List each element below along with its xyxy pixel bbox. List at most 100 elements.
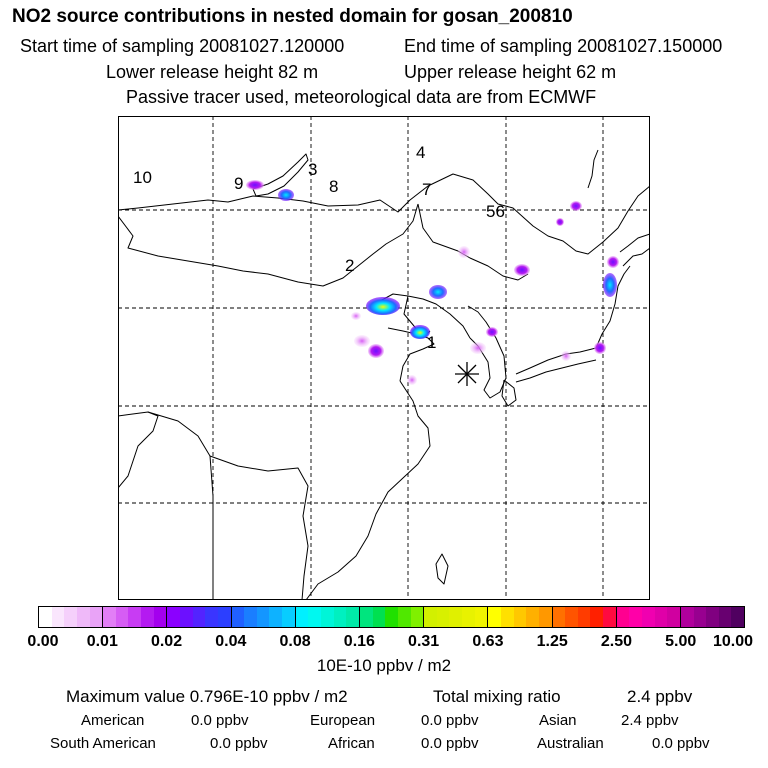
region-label-4: 4 xyxy=(416,143,426,162)
colorbar-swatch xyxy=(488,607,501,627)
colorbar-swatch xyxy=(39,607,52,627)
colorbar-swatch xyxy=(282,607,295,627)
region-name-american: American xyxy=(81,712,145,729)
colorbar-unit-label: 10E-10 ppbv / m2 xyxy=(316,656,452,675)
colorbar-swatch xyxy=(706,607,719,627)
lower-release-height-label: Lower release height 82 m xyxy=(106,62,319,82)
colorbar-swatch xyxy=(321,607,334,627)
region-label-8: 8 xyxy=(329,177,339,196)
hotspot-shanxi xyxy=(368,344,384,358)
colorbar-swatch xyxy=(474,607,488,627)
region-label-2: 2 xyxy=(345,256,355,275)
colorbar-swatch xyxy=(513,607,527,627)
tracer-info-label: Passive tracer used, meteorological data… xyxy=(126,87,597,107)
colorbar-swatch xyxy=(128,607,142,627)
region-name-south-american: South American xyxy=(50,735,156,752)
colorbar-tick-label: 0.00 xyxy=(27,633,59,650)
hotspot-liaoning xyxy=(429,285,447,299)
map-canvas xyxy=(118,116,650,600)
colorbar-swatch xyxy=(616,607,630,627)
hotspot-japan-north xyxy=(603,273,617,297)
colorbar-tick-label: 0.04 xyxy=(215,633,247,650)
region-value-european: 0.0 ppbv xyxy=(421,712,479,729)
colorbar-swatch xyxy=(436,607,450,627)
maximum-value-label: Maximum value 0.796E-10 ppbv / m2 xyxy=(66,687,348,706)
colorbar-swatch xyxy=(115,607,129,627)
colorbar-swatch xyxy=(538,607,552,627)
region-name-african: African xyxy=(328,735,375,752)
upper-release-height-label: Upper release height 62 m xyxy=(404,62,617,82)
colorbar-tick-label: 1.25 xyxy=(536,633,568,650)
colorbar-tick-label: 0.31 xyxy=(408,633,440,650)
coastlines-borders xyxy=(118,149,650,600)
colorbar-segment xyxy=(424,607,489,627)
hotspot-russia-far-east xyxy=(570,201,582,211)
colorbar-swatch xyxy=(385,607,398,627)
colorbar-tick-label: 0.63 xyxy=(472,633,504,650)
diffuse-inner-mongolia xyxy=(351,312,361,320)
diffuse-coast xyxy=(407,375,417,385)
colorbar-swatch xyxy=(641,607,655,627)
colorbar-swatch xyxy=(654,607,668,627)
diffuse-japan xyxy=(561,351,571,361)
map-panel: 10 9 3 8 4 7 56 2 1 xyxy=(118,116,650,600)
colorbar-swatch xyxy=(64,607,77,627)
colorbar-tick-label: 10.00 xyxy=(712,633,754,650)
colorbar-tick-label: 0.01 xyxy=(86,633,118,650)
colorbar-swatch xyxy=(141,607,154,627)
colorbar-swatch xyxy=(667,607,680,627)
colorbar-swatch xyxy=(333,607,347,627)
colorbar-swatch xyxy=(244,607,257,627)
colorbar-swatch xyxy=(103,607,116,627)
colorbar-swatch xyxy=(76,607,90,627)
colorbar-swatch xyxy=(308,607,322,627)
colorbar-swatch xyxy=(424,607,437,627)
hotspot-baikal-west xyxy=(246,180,264,190)
colorbar-segment xyxy=(103,607,168,627)
diffuse-north xyxy=(458,246,470,258)
colorbar-tick-label: 0.16 xyxy=(343,633,375,650)
region-label-1: 1 xyxy=(427,333,437,352)
colorbar-swatch xyxy=(256,607,270,627)
colorbar-swatch xyxy=(577,607,591,627)
colorbar-swatch xyxy=(552,607,566,627)
region-label-56: 56 xyxy=(486,202,505,221)
colorbar-swatch xyxy=(269,607,283,627)
colorbar-segment xyxy=(39,607,104,627)
colorbar-tick-label: 0.08 xyxy=(279,633,311,650)
colorbar-swatch xyxy=(565,607,578,627)
region-name-european: European xyxy=(310,712,376,729)
page-title: NO2 source contributions in nested domai… xyxy=(12,6,573,27)
colorbar-swatch xyxy=(180,607,193,627)
colorbar-swatch xyxy=(500,607,514,627)
colorbar-swatch xyxy=(462,607,475,627)
colorbar-swatch xyxy=(51,607,65,627)
colorbar-swatch xyxy=(731,607,745,627)
asterisk-receptor-icon xyxy=(455,362,479,386)
region-label-3: 3 xyxy=(308,160,318,179)
colorbar-segment xyxy=(488,607,553,627)
colorbar-swatch xyxy=(167,607,181,627)
region-label-9: 9 xyxy=(234,174,244,193)
region-value-african: 0.0 ppbv xyxy=(421,735,479,752)
start-time-label: Start time of sampling 20081027.120000 xyxy=(20,36,345,56)
colorbar-swatch xyxy=(192,607,206,627)
colorbar-swatch xyxy=(89,607,103,627)
colorbar-swatch xyxy=(410,607,424,627)
region-value-south-american: 0.0 ppbv xyxy=(210,735,268,752)
colorbar-swatch xyxy=(449,607,463,627)
colorbar-swatch xyxy=(217,607,231,627)
colorbar-segment xyxy=(552,607,617,627)
colorbar-swatch xyxy=(346,607,359,627)
colorbar-segment xyxy=(231,607,296,627)
colorbar-swatch xyxy=(397,607,411,627)
colorbar-swatch xyxy=(693,607,707,627)
total-mixing-ratio-value: 2.4 ppbv xyxy=(627,687,693,706)
colorbar-swatch xyxy=(153,607,167,627)
region-label-7: 7 xyxy=(422,180,432,199)
colorbar-swatch xyxy=(680,607,694,627)
map-frame xyxy=(118,116,650,600)
colorbar-segment xyxy=(616,607,681,627)
hotspot-small-ne xyxy=(556,218,564,226)
diffuse-korea-west xyxy=(470,342,486,354)
